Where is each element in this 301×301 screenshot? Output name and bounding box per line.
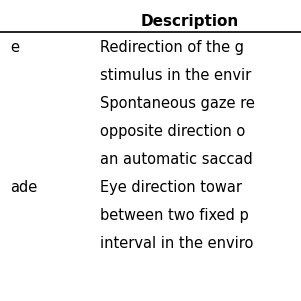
Text: an automatic saccad: an automatic saccad — [100, 152, 253, 167]
Text: opposite direction o: opposite direction o — [100, 124, 245, 139]
Text: Spontaneous gaze re: Spontaneous gaze re — [100, 96, 255, 111]
Text: Redirection of the g: Redirection of the g — [100, 40, 244, 55]
Text: ade: ade — [10, 180, 37, 195]
Text: between two fixed p: between two fixed p — [100, 208, 249, 223]
Text: Eye direction towar: Eye direction towar — [100, 180, 242, 195]
Text: e: e — [10, 40, 19, 55]
Text: interval in the enviro: interval in the enviro — [100, 236, 253, 251]
Text: stimulus in the envir: stimulus in the envir — [100, 68, 251, 83]
Text: Description: Description — [141, 14, 239, 29]
